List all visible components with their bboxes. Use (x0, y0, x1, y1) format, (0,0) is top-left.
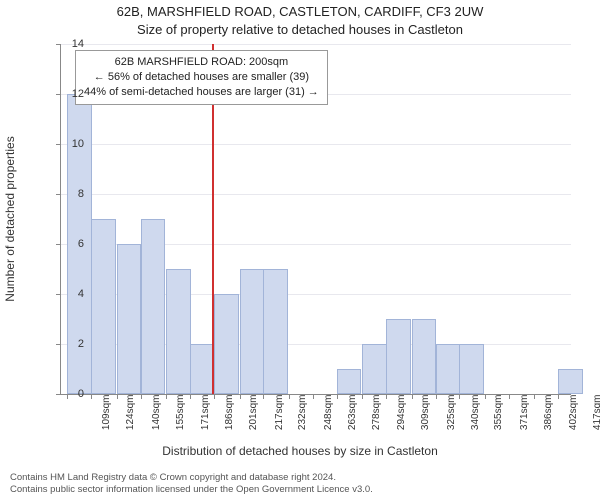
xtick-label: 263sqm (347, 395, 358, 431)
histogram-bar (459, 344, 484, 394)
ytick-label: 14 (56, 38, 84, 50)
xtick-label: 140sqm (151, 395, 162, 431)
ytick-label: 10 (56, 138, 84, 150)
xtick-mark (289, 394, 290, 399)
plot-area: 109sqm124sqm140sqm155sqm171sqm186sqm201s… (60, 44, 571, 395)
xtick-mark (459, 394, 460, 399)
footer-attribution: Contains HM Land Registry data © Crown c… (10, 472, 373, 496)
xtick-mark (436, 394, 437, 399)
chart-title-address: 62B, MARSHFIELD ROAD, CASTLETON, CARDIFF… (0, 4, 600, 19)
xtick-mark (141, 394, 142, 399)
xtick-mark (485, 394, 486, 399)
x-axis-label: Distribution of detached houses by size … (0, 444, 600, 458)
xtick-label: 232sqm (297, 395, 308, 431)
xtick-label: 371sqm (519, 395, 530, 431)
annotation-line2: ← 56% of detached houses are smaller (39… (84, 70, 319, 85)
xtick-mark (91, 394, 92, 399)
xtick-label: 217sqm (274, 395, 285, 431)
y-axis-label: Number of detached properties (3, 136, 17, 301)
chart-container: 62B, MARSHFIELD ROAD, CASTLETON, CARDIFF… (0, 0, 600, 500)
gridline (61, 194, 571, 195)
xtick-mark (362, 394, 363, 399)
annotation-line3: 44% of semi-detached houses are larger (… (84, 85, 319, 100)
annotation-line1: 62B MARSHFIELD ROAD: 200sqm (84, 55, 319, 70)
xtick-label: 186sqm (224, 395, 235, 431)
histogram-bar (337, 369, 362, 394)
xtick-label: 171sqm (200, 395, 211, 431)
xtick-label: 325sqm (446, 395, 457, 431)
xtick-label: 109sqm (101, 395, 112, 431)
xtick-mark (166, 394, 167, 399)
xtick-label: 155sqm (175, 395, 186, 431)
histogram-bar (263, 269, 288, 394)
ytick-label: 2 (56, 338, 84, 350)
xtick-mark (240, 394, 241, 399)
histogram-bar (91, 219, 116, 394)
xtick-mark (313, 394, 314, 399)
histogram-bar (362, 344, 387, 394)
xtick-label: 402sqm (568, 395, 579, 431)
ytick-label: 12 (56, 88, 84, 100)
histogram-bar (117, 244, 142, 394)
gridline (61, 144, 571, 145)
xtick-label: 309sqm (420, 395, 431, 431)
ytick-label: 0 (56, 388, 84, 400)
xtick-mark (214, 394, 215, 399)
xtick-label: 124sqm (125, 395, 136, 431)
xtick-label: 417sqm (592, 395, 600, 431)
xtick-mark (558, 394, 559, 399)
xtick-mark (534, 394, 535, 399)
chart-title-desc: Size of property relative to detached ho… (0, 22, 600, 37)
xtick-mark (509, 394, 510, 399)
gridline (61, 44, 571, 45)
xtick-label: 386sqm (543, 395, 554, 431)
xtick-label: 355sqm (494, 395, 505, 431)
xtick-mark (263, 394, 264, 399)
footer-line1: Contains HM Land Registry data © Crown c… (10, 472, 373, 484)
histogram-bar (214, 294, 239, 394)
xtick-mark (117, 394, 118, 399)
xtick-mark (412, 394, 413, 399)
histogram-bar (436, 344, 461, 394)
xtick-label: 201sqm (248, 395, 259, 431)
xtick-label: 340sqm (470, 395, 481, 431)
xtick-mark (190, 394, 191, 399)
footer-line2: Contains public sector information licen… (10, 484, 373, 496)
histogram-bar (558, 369, 583, 394)
histogram-bar (240, 269, 265, 394)
xtick-mark (337, 394, 338, 399)
ytick-label: 4 (56, 288, 84, 300)
histogram-bar (190, 344, 215, 394)
histogram-bar (412, 319, 437, 394)
xtick-label: 248sqm (323, 395, 334, 431)
xtick-mark (386, 394, 387, 399)
ytick-label: 8 (56, 188, 84, 200)
histogram-bar (386, 319, 411, 394)
histogram-bar (141, 219, 166, 394)
histogram-bar (166, 269, 191, 394)
xtick-label: 294sqm (396, 395, 407, 431)
xtick-label: 278sqm (371, 395, 382, 431)
ytick-label: 6 (56, 238, 84, 250)
annotation-box: 62B MARSHFIELD ROAD: 200sqm ← 56% of det… (75, 50, 328, 105)
